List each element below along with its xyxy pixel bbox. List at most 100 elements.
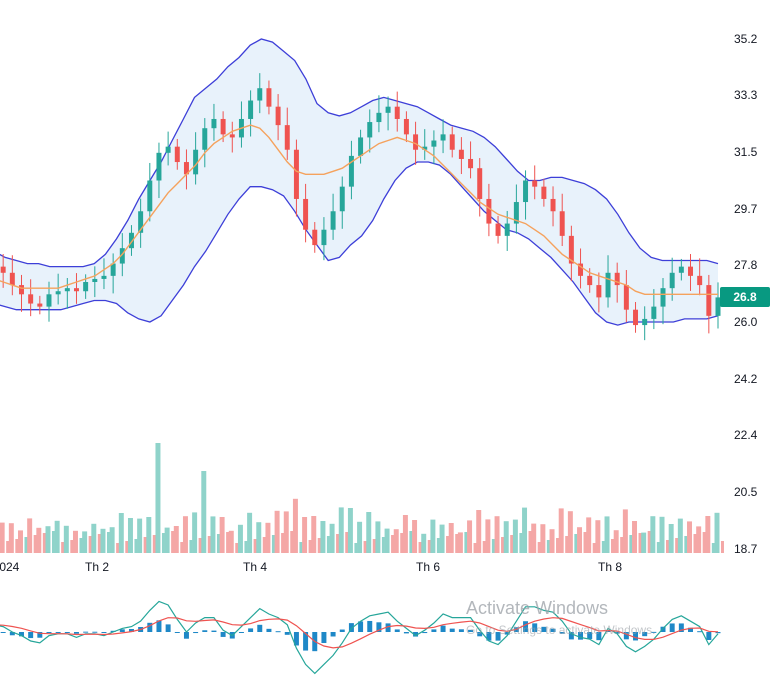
candle — [348, 140, 354, 200]
macd-histogram-bar — [19, 632, 24, 637]
volume-bar — [262, 537, 266, 553]
macd-histogram-bar — [486, 632, 492, 641]
volume-bar — [622, 509, 628, 553]
macd-histogram-bar — [715, 632, 721, 634]
volume-bar — [171, 531, 175, 553]
macd-histogram-bar — [202, 630, 208, 632]
volume-bar — [531, 523, 537, 553]
macd-histogram-bar — [559, 632, 565, 634]
volume-bar — [228, 530, 234, 553]
last-price-tag-box — [720, 287, 770, 307]
volume-bar — [336, 534, 340, 553]
volume-bar — [302, 517, 308, 553]
candle-body — [513, 202, 519, 224]
volume-bar — [510, 535, 514, 553]
macd-histogram-bar — [504, 632, 510, 635]
volume-bar — [641, 532, 647, 553]
candle-body — [348, 155, 354, 187]
candle-body — [385, 106, 391, 113]
macd-histogram-bar — [284, 632, 290, 635]
volume-bar — [198, 538, 202, 553]
candle — [678, 258, 684, 281]
volume-bar — [253, 539, 257, 553]
volume-bar — [216, 534, 220, 553]
candle — [312, 222, 318, 253]
moving-average-series — [0, 124, 718, 295]
candle-body — [422, 146, 428, 150]
candle-body — [486, 198, 492, 224]
candle-body — [339, 186, 345, 212]
candle — [257, 73, 263, 114]
candle-body — [688, 266, 693, 276]
candle-body — [559, 211, 565, 236]
candle-body — [101, 275, 107, 279]
macd-histogram-bar — [623, 632, 629, 640]
candle — [568, 225, 574, 282]
macd-panel — [0, 600, 721, 675]
candle-body — [413, 134, 419, 150]
price-tick-label: 24.2 — [734, 372, 758, 386]
macd-histogram-bar — [46, 632, 52, 634]
candle-body — [248, 100, 254, 119]
volume-bar — [290, 531, 294, 553]
macd-histogram-bar — [165, 624, 171, 632]
volume-bar — [512, 519, 518, 553]
watermark-title: Activate Windows — [466, 598, 608, 618]
price-tick-label: 29.7 — [734, 202, 758, 216]
candle — [248, 90, 254, 137]
candle — [73, 273, 79, 304]
last-price-tag: 26.8 — [720, 287, 770, 307]
candle-body — [587, 275, 593, 286]
upper-band-line — [0, 38, 719, 268]
candle-body — [458, 149, 464, 159]
volume-bar — [455, 534, 459, 553]
macd-histogram-bar — [28, 632, 34, 639]
volume-bar — [577, 527, 583, 553]
candle-body — [596, 285, 602, 298]
volume-bar — [366, 512, 372, 553]
candle-body — [550, 198, 556, 212]
volume-bar — [226, 532, 230, 553]
candle-body — [633, 309, 639, 326]
candle — [321, 217, 327, 261]
macd-histogram-bar — [156, 620, 162, 632]
candle-body — [293, 149, 299, 199]
candle-body — [431, 140, 437, 147]
volume-bar — [702, 532, 706, 553]
volume-bar — [494, 516, 500, 553]
volume-bar — [714, 512, 720, 553]
volume-bar — [384, 528, 390, 553]
macd-histogram-bar — [495, 632, 501, 641]
candle-body — [449, 134, 455, 150]
candle — [147, 162, 153, 222]
candle — [623, 270, 629, 323]
macd-histogram-bar — [119, 629, 125, 632]
volume-bar — [558, 508, 564, 553]
macd-histogram-bar — [532, 623, 538, 632]
candle — [293, 139, 299, 217]
volume-bar — [146, 517, 152, 553]
candle-body — [642, 318, 648, 326]
volume-bar — [418, 542, 422, 553]
candle — [403, 111, 409, 143]
time-tick-label: 2024 — [0, 560, 20, 574]
price-tick-label: 31.5 — [734, 145, 758, 159]
candle — [559, 193, 565, 247]
candle — [513, 184, 519, 234]
candle — [578, 248, 584, 289]
candle — [138, 198, 144, 248]
macd-histogram-bar — [523, 621, 529, 632]
candle — [110, 253, 116, 294]
macd-histogram-bar — [193, 632, 199, 634]
macd-histogram-bar — [367, 620, 373, 632]
volume-bar — [18, 530, 23, 553]
candle-body — [651, 306, 657, 319]
candle — [211, 103, 217, 141]
candle-body — [165, 146, 171, 153]
candle-body — [697, 275, 703, 286]
volume-bar — [91, 523, 97, 553]
volume-bar — [72, 530, 78, 553]
macd-histogram-bar — [348, 623, 354, 632]
volume-bar — [219, 517, 225, 553]
